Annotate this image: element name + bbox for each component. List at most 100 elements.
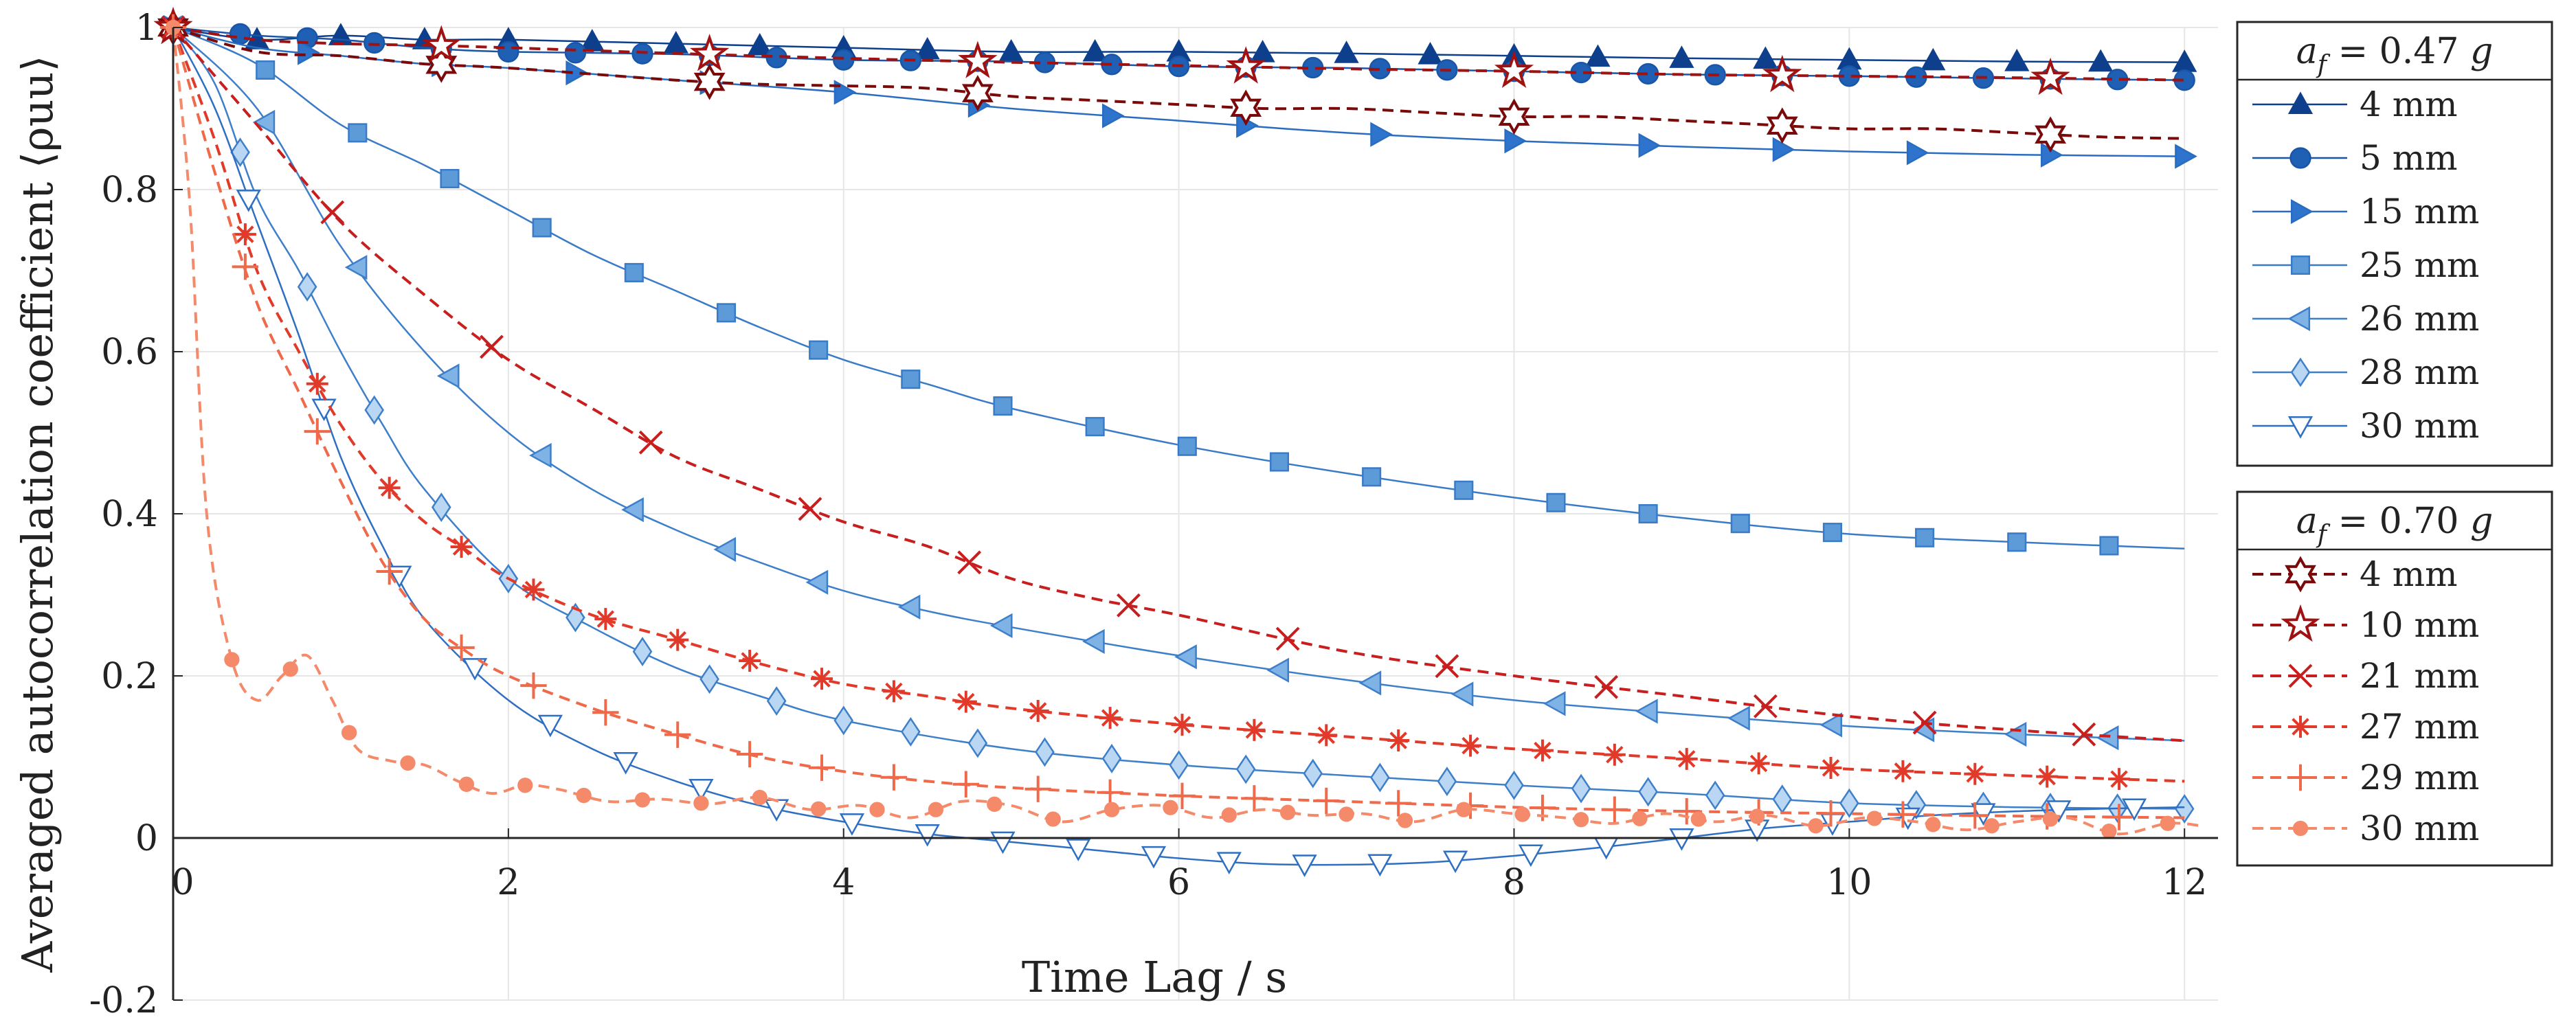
data-point-marker	[1045, 811, 1061, 827]
data-point-marker	[1177, 436, 1197, 456]
legend-entry: 30 mm	[2252, 406, 2479, 446]
y-tick-label: 0.2	[101, 656, 158, 697]
series-26-mm-group0	[160, 14, 2185, 751]
data-point-marker	[282, 661, 298, 677]
data-point-marker	[1817, 800, 1844, 827]
legend-marker-sample	[2287, 91, 2314, 115]
data-point-marker	[1585, 44, 1611, 67]
data-point-marker	[2036, 765, 2059, 788]
data-point-marker	[1675, 747, 1698, 770]
data-point-marker	[667, 628, 689, 651]
data-point-marker	[1531, 739, 1554, 762]
legend-marker-sample	[2292, 820, 2309, 837]
data-point-marker	[2030, 57, 2070, 95]
data-point-marker	[811, 668, 833, 690]
data-point-marker	[1243, 718, 1266, 741]
data-point-marker	[450, 536, 473, 558]
series-line	[172, 26, 2185, 63]
legend-marker-sample	[2285, 556, 2316, 593]
data-point-marker	[1669, 828, 1694, 851]
data-point-marker	[1334, 41, 1359, 63]
data-point-marker	[1451, 681, 1474, 707]
legend-marker-sample	[2287, 764, 2314, 791]
data-point-marker	[613, 752, 638, 775]
data-point-marker	[1362, 467, 1382, 487]
x-tick-label: 12	[2162, 862, 2207, 903]
data-point-marker	[1601, 796, 1628, 823]
legend-label: 28 mm	[2360, 352, 2479, 392]
data-point-marker	[1358, 670, 1382, 696]
data-point-marker	[915, 36, 940, 60]
data-point-marker	[1104, 802, 1120, 817]
grid-lines	[172, 27, 2218, 1001]
data-point-marker	[2121, 798, 2147, 821]
data-point-marker	[631, 43, 653, 65]
data-point-marker	[1370, 122, 1393, 147]
data-point-marker	[713, 536, 737, 563]
data-point-marker	[810, 801, 827, 817]
data-point-marker	[901, 370, 921, 389]
data-point-marker	[1250, 40, 1275, 63]
legend-marker-sample	[2289, 147, 2311, 169]
data-point-marker	[1890, 801, 1916, 828]
data-point-marker	[739, 650, 761, 672]
data-point-marker	[364, 395, 385, 425]
data-point-marker	[634, 792, 651, 808]
data-point-marker	[236, 190, 261, 212]
data-point-marker	[833, 49, 855, 71]
data-point-marker	[1024, 775, 1051, 802]
legend-marker-sample	[2287, 416, 2314, 439]
data-point-marker	[1971, 803, 1996, 826]
series-30-mm-group0	[160, 17, 2185, 877]
data-point-marker	[234, 223, 256, 246]
data-point-marker	[689, 34, 730, 71]
data-point-marker	[747, 32, 772, 56]
data-point-marker	[624, 262, 644, 282]
data-point-marker	[1912, 710, 1937, 735]
x-tick-label: 0	[171, 862, 194, 903]
data-point-marker	[1066, 839, 1091, 861]
data-point-marker	[1915, 528, 1935, 547]
x-axis-title: Time Lag / s	[1022, 952, 1287, 1002]
data-point-marker	[1808, 818, 1824, 834]
data-point-marker	[1514, 806, 1530, 822]
data-point-marker	[1292, 854, 1317, 877]
data-point-marker	[230, 137, 250, 168]
data-point-marker	[1690, 811, 1706, 827]
legend-entry: 4 mm	[2252, 84, 2458, 124]
data-point-marker	[1925, 817, 1941, 832]
legend-title: af = 0.47 g	[2296, 31, 2494, 79]
data-point-marker	[344, 255, 368, 280]
data-point-marker	[1035, 737, 1055, 767]
data-point-marker	[2035, 116, 2067, 153]
data-point-marker	[431, 492, 451, 523]
data-point-marker	[1370, 762, 1390, 793]
legend-label: 15 mm	[2360, 192, 2479, 231]
data-point-marker	[736, 740, 763, 768]
data-point-marker	[576, 787, 592, 804]
data-point-marker	[663, 31, 688, 54]
data-point-marker	[1906, 140, 1929, 166]
legend-frame	[2236, 21, 2553, 467]
legend-entry: 25 mm	[2252, 245, 2479, 285]
data-point-marker	[1397, 813, 1413, 828]
data-point-marker	[1727, 705, 1750, 731]
data-point-marker	[882, 680, 905, 703]
data-point-marker	[2004, 48, 2030, 71]
legend-marker-sample	[2290, 199, 2314, 225]
data-point-marker	[808, 754, 836, 781]
series-30-mm-group1	[165, 19, 2202, 839]
series-line	[172, 26, 2185, 549]
data-point-marker	[320, 200, 345, 225]
series-21-mm-group1	[161, 15, 2185, 747]
data-point-marker	[594, 608, 617, 631]
data-point-marker	[2007, 532, 2027, 552]
data-point-marker	[1280, 804, 1296, 820]
data-point-marker	[664, 721, 691, 748]
data-point-marker	[520, 672, 547, 699]
data-point-marker	[1494, 50, 1534, 89]
y-tick-label: 0.6	[101, 332, 158, 373]
data-point-marker	[348, 123, 368, 143]
data-point-marker	[1117, 593, 1141, 617]
legend-label: 27 mm	[2360, 707, 2479, 747]
